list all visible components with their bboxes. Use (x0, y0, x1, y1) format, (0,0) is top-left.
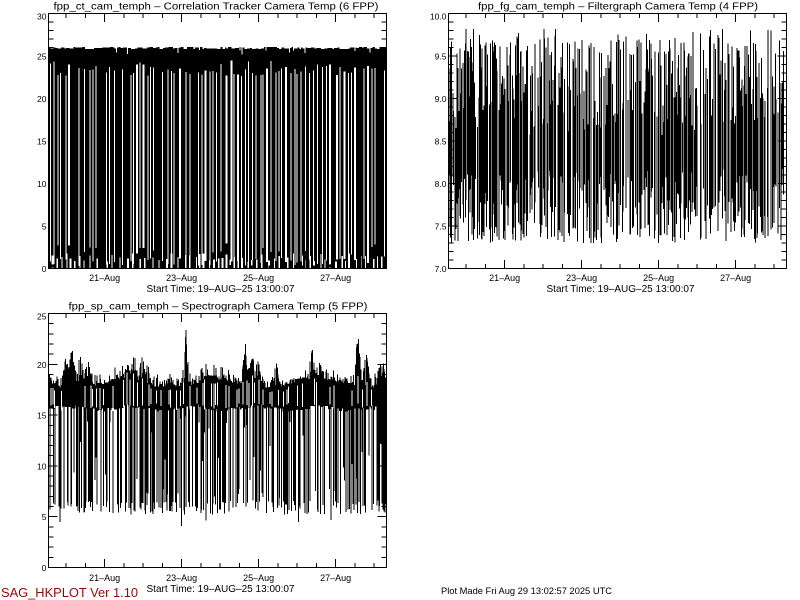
svg-text:25: 25 (37, 312, 47, 322)
svg-text:0: 0 (42, 264, 47, 274)
svg-text:15: 15 (37, 411, 47, 421)
svg-text:10: 10 (37, 179, 47, 189)
svg-text:SAG_HKPLOT Ver 1.10: SAG_HKPLOT Ver 1.10 (1, 585, 138, 600)
svg-text:8.5: 8.5 (435, 137, 447, 147)
svg-text:25–Aug: 25–Aug (643, 273, 674, 283)
svg-text:25–Aug: 25–Aug (243, 573, 274, 583)
svg-text:21–Aug: 21–Aug (89, 273, 120, 283)
svg-text:27–Aug: 27–Aug (720, 273, 751, 283)
svg-text:fpp_sp_cam_temph – Spectrograp: fpp_sp_cam_temph – Spectrograph Camera T… (69, 302, 368, 313)
svg-text:27–Aug: 27–Aug (320, 273, 351, 283)
svg-text:9.0: 9.0 (435, 94, 447, 104)
svg-text:10.0: 10.0 (430, 12, 447, 22)
svg-text:Start Time: 19–AUG–25 13:00:: Start Time: 19–AUG–25 13:00:07 (547, 284, 695, 295)
svg-text:fpp_fg_cam_temph – Filtergraph: fpp_fg_cam_temph – Filtergraph Camera Te… (478, 2, 758, 13)
svg-text:Start Time: 19–AUG–25 13:00:: Start Time: 19–AUG–25 13:00:07 (147, 284, 295, 295)
svg-text:21–Aug: 21–Aug (489, 273, 520, 283)
svg-text:7.0: 7.0 (435, 264, 447, 274)
svg-text:fpp_ct_cam_temph – Correlation: fpp_ct_cam_temph – Correlation Tracker C… (54, 2, 379, 13)
svg-text:23–Aug: 23–Aug (166, 573, 197, 583)
svg-text:7.5: 7.5 (435, 222, 447, 232)
svg-text:23–Aug: 23–Aug (566, 273, 597, 283)
svg-text:8.0: 8.0 (435, 179, 447, 189)
svg-text:25–Aug: 25–Aug (243, 273, 274, 283)
svg-text:15: 15 (37, 137, 47, 147)
svg-text:Start Time: 19–AUG–25 13:00:: Start Time: 19–AUG–25 13:00:07 (147, 584, 295, 595)
svg-text:0: 0 (42, 563, 47, 573)
svg-text:9.5: 9.5 (435, 52, 447, 62)
svg-text:27–Aug: 27–Aug (320, 573, 351, 583)
svg-text:10: 10 (37, 461, 47, 471)
svg-text:5: 5 (42, 222, 47, 232)
svg-text:21–Aug: 21–Aug (89, 573, 120, 583)
svg-text:Plot Made Fri Aug 29 13:02:57: Plot Made Fri Aug 29 13:02:57 2025 UTC (441, 586, 613, 596)
svg-text:20: 20 (37, 94, 47, 104)
svg-text:20: 20 (37, 360, 47, 370)
svg-text:25: 25 (37, 52, 47, 62)
svg-text:5: 5 (42, 512, 47, 522)
svg-text:23–Aug: 23–Aug (166, 273, 197, 283)
svg-text:30: 30 (37, 12, 47, 22)
